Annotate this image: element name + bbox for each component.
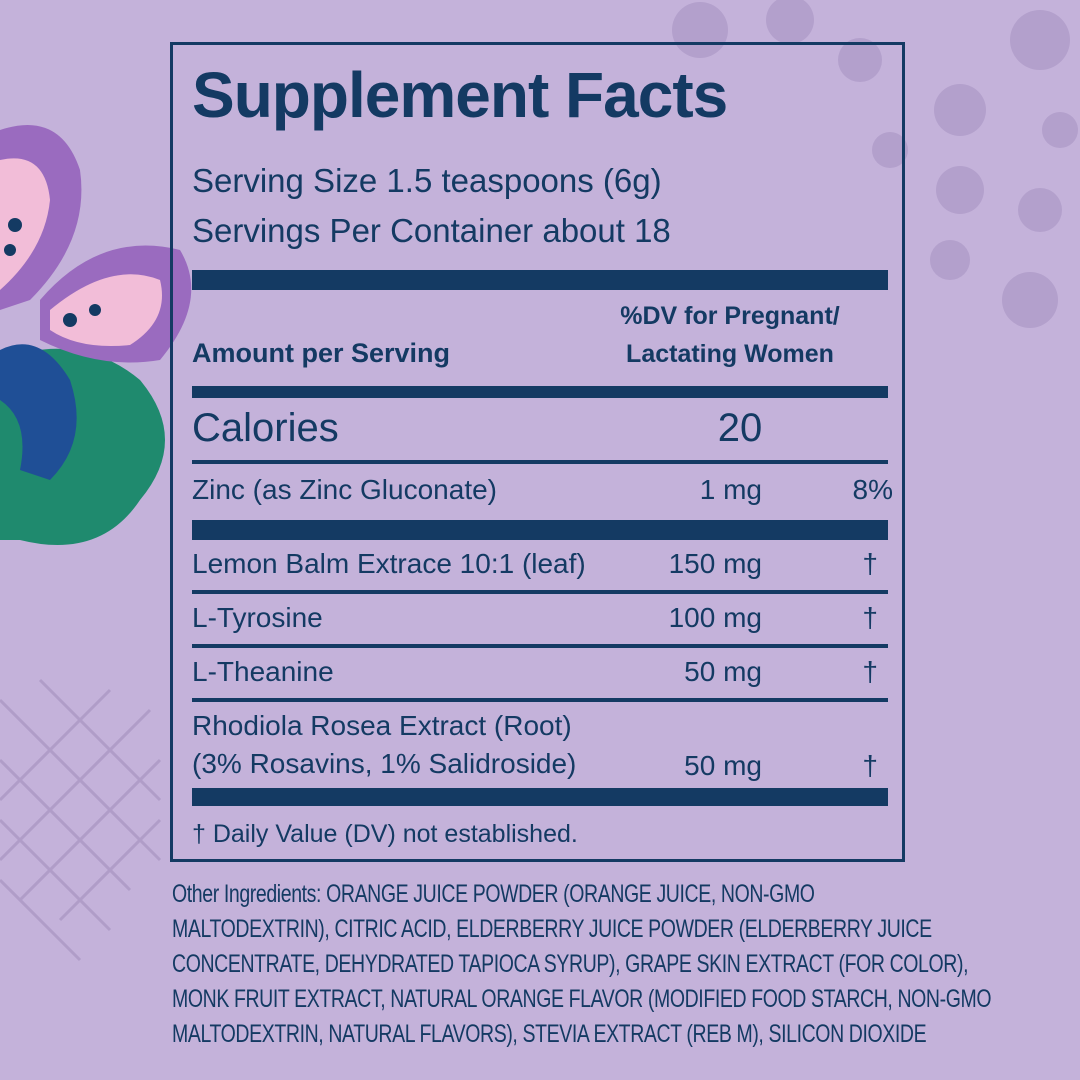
- amount: 50 mg: [684, 656, 762, 687]
- dots: [672, 0, 1078, 328]
- label-box: [170, 42, 905, 862]
- footnote: † Daily Value (DV) not established.: [192, 820, 578, 848]
- daily-value: 8%: [852, 474, 893, 505]
- daily-value: †: [862, 602, 878, 633]
- ingredient-name: Rhodiola Rosea Extract (Root): [192, 710, 572, 741]
- amount: 100 mg: [668, 602, 762, 633]
- serving-size: Serving Size 1.5 teaspoons (6g): [192, 162, 662, 199]
- servings-per-container: Servings Per Container about 18: [192, 212, 671, 249]
- ingredient-name: L-Tyrosine: [192, 602, 323, 633]
- rule: [192, 788, 888, 806]
- calories-label: Calories: [192, 406, 339, 450]
- amount-header: Amount per Serving: [192, 338, 451, 368]
- rule: [192, 520, 888, 540]
- rule: [192, 644, 888, 648]
- ingredients-line: CONCENTRATE, DEHYDRATED TAPIOCA SYRUP), …: [172, 950, 969, 978]
- rule: [192, 698, 888, 702]
- ingredients-line: MALTODEXTRIN), CITRIC ACID, ELDERBERRY J…: [172, 915, 932, 943]
- rule: [192, 460, 888, 464]
- daily-value: †: [862, 548, 878, 579]
- flower: [0, 125, 192, 545]
- amount: 150 mg: [668, 548, 762, 579]
- rule: [192, 270, 888, 290]
- ingredient-name: Zinc (as Zinc Gluconate): [192, 474, 497, 505]
- rule: [192, 386, 888, 398]
- ingredients-line: Other Ingredients: ORANGE JUICE POWDER (…: [172, 880, 815, 908]
- ingredient-name: Lemon Balm Extrace 10:1 (leaf): [192, 548, 586, 579]
- dv-header: Lactating Women: [626, 340, 834, 368]
- calories-value: 20: [717, 406, 763, 450]
- ingredients-line: MONK FRUIT EXTRACT, NATURAL ORANGE FLAVO…: [172, 985, 992, 1013]
- ingredient-name: L-Theanine: [192, 656, 334, 687]
- mesh: [0, 678, 162, 962]
- daily-value: †: [862, 656, 878, 687]
- ingredients-line: MALTODEXTRIN, NATURAL FLAVORS), STEVIA E…: [172, 1020, 927, 1048]
- dv-header: %DV for Pregnant/: [620, 302, 840, 330]
- rule: [192, 590, 888, 594]
- daily-value: †: [862, 750, 878, 781]
- title: Supplement Facts: [192, 59, 728, 131]
- amount: 1 mg: [699, 474, 762, 505]
- ingredient-name: (3% Rosavins, 1% Salidroside): [192, 748, 577, 779]
- amount: 50 mg: [684, 750, 762, 781]
